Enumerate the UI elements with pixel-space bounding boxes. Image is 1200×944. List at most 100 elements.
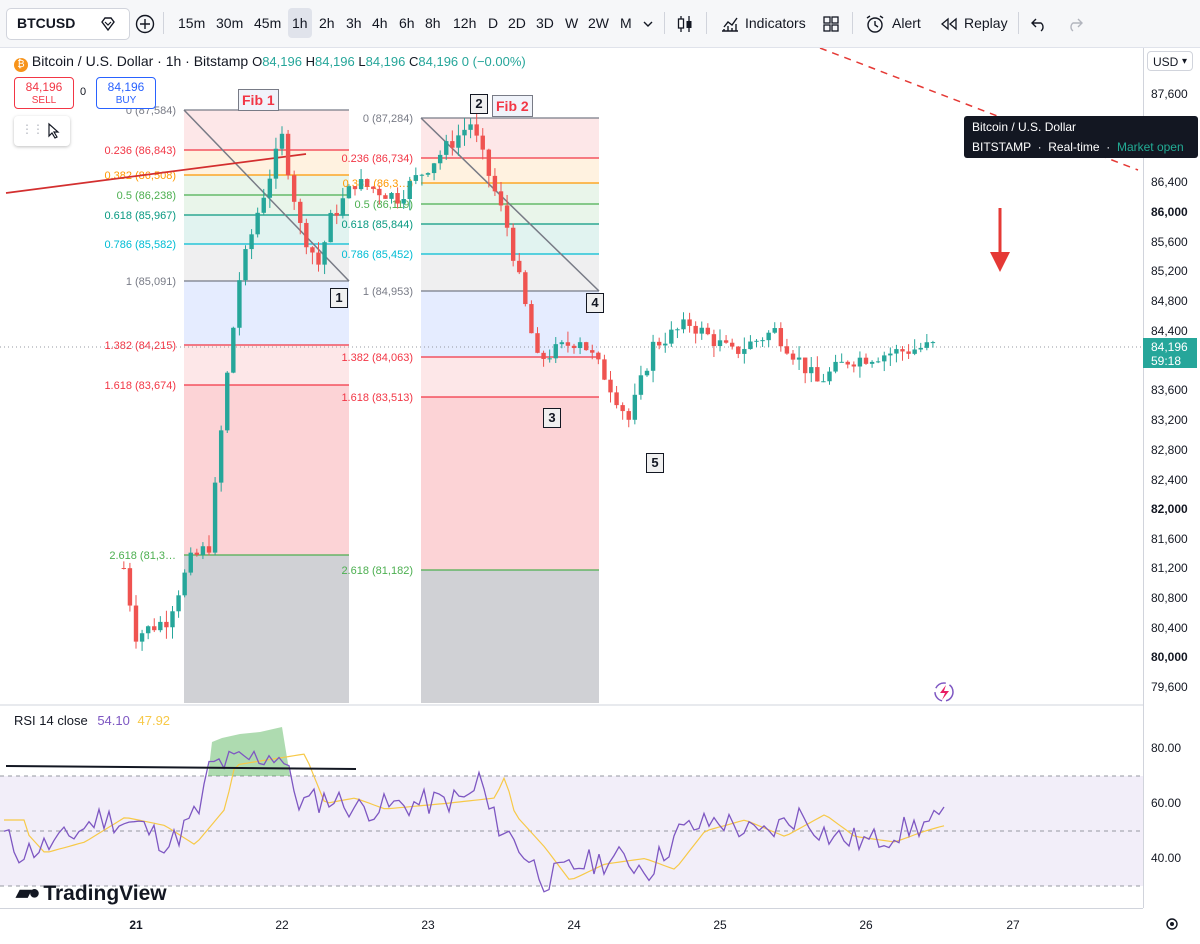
price-tick: 82,000 xyxy=(1151,502,1188,516)
wave-label-3[interactable]: 3 xyxy=(543,408,561,428)
interval-12h[interactable]: 12h xyxy=(453,15,477,31)
fib2-label-1618: 1.618 (83,513) xyxy=(341,392,413,404)
diamond-icon[interactable] xyxy=(99,15,117,33)
rsi-tick: 40.00 xyxy=(1151,851,1181,865)
interval-6h[interactable]: 6h xyxy=(399,15,415,31)
candle-body xyxy=(845,361,850,365)
drag-handle-icon[interactable]: ⋮⋮ xyxy=(21,122,44,136)
chart-type-candles-icon[interactable] xyxy=(676,14,694,34)
price-tick: 79,600 xyxy=(1151,680,1188,694)
candle-body xyxy=(462,129,467,136)
symbol-title[interactable]: Bitcoin / U.S. Dollar · 1h · Bitstamp xyxy=(31,53,249,69)
interval-w[interactable]: W xyxy=(565,15,579,31)
divider xyxy=(163,12,164,34)
rsi-title[interactable]: RSI 14 close xyxy=(14,713,88,728)
candle-body xyxy=(650,341,656,371)
interval-4h[interactable]: 4h xyxy=(372,15,388,31)
alert-button[interactable]: Alert xyxy=(892,15,921,31)
interval-2d[interactable]: 2D xyxy=(508,15,526,31)
candle-body xyxy=(456,135,461,148)
undo-icon[interactable] xyxy=(1030,16,1048,32)
fib2-level-labels: 0 (87,284) 0.236 (86,734) 0.382 (86,3…) … xyxy=(341,113,413,577)
candle-body xyxy=(888,353,893,356)
time-tick: 22 xyxy=(275,918,289,932)
price-tick: 82,800 xyxy=(1151,443,1188,457)
wave-label-5[interactable]: 5 xyxy=(646,453,664,473)
candle-body xyxy=(583,342,589,351)
candle-body xyxy=(298,201,303,223)
candle-body xyxy=(237,280,242,328)
buy-button[interactable]: 84,196 BUY xyxy=(96,77,156,109)
fib-retracement-1[interactable] xyxy=(183,109,350,703)
current-price-label: 84,196 59:18 xyxy=(1143,338,1197,368)
candle-body xyxy=(906,351,911,354)
layouts-grid-icon[interactable] xyxy=(822,15,840,33)
gear-icon[interactable] xyxy=(1166,918,1178,930)
interval-2w[interactable]: 2W xyxy=(588,15,609,31)
indicators-button[interactable]: Indicators xyxy=(745,15,806,31)
candle-body xyxy=(194,552,200,555)
rsi-value: 54.10 xyxy=(97,713,130,728)
price-tick: 80,000 xyxy=(1151,650,1188,664)
candle-body xyxy=(231,327,236,373)
indicators-icon[interactable] xyxy=(720,14,740,34)
time-tick: 27 xyxy=(1006,918,1020,932)
candle-body xyxy=(498,191,504,206)
candle-body xyxy=(851,364,857,367)
chevron-down-icon[interactable] xyxy=(642,19,654,29)
candle-body xyxy=(468,124,473,130)
replay-button[interactable]: Replay xyxy=(964,15,1008,31)
rsi-tick: 60.00 xyxy=(1151,796,1181,810)
currency-selector[interactable]: USD ▾ xyxy=(1147,51,1193,71)
candle-body xyxy=(900,349,905,352)
candle-body xyxy=(377,188,382,196)
candle-body xyxy=(754,340,759,342)
fib2-title[interactable]: Fib 2 xyxy=(492,95,533,117)
price-tick: 83,600 xyxy=(1151,383,1188,397)
rsi-pane[interactable] xyxy=(0,727,1143,893)
replay-icon[interactable] xyxy=(940,17,958,31)
add-symbol-icon[interactable] xyxy=(135,14,155,34)
candle-body xyxy=(291,175,297,202)
price-axis[interactable] xyxy=(1143,48,1200,908)
interval-m[interactable]: M xyxy=(620,15,632,31)
down-arrow-annotation[interactable] xyxy=(990,208,1010,272)
wave-label-4[interactable]: 4 xyxy=(586,293,604,313)
candle-body xyxy=(176,595,181,612)
time-axis[interactable] xyxy=(0,908,1143,944)
symbol-search[interactable]: BTCUSD xyxy=(6,8,130,40)
candle-body xyxy=(894,349,899,354)
tradingview-mark-icon: ▰● xyxy=(16,882,41,904)
interval-45m[interactable]: 45m xyxy=(254,15,282,31)
trendline-dashed-red[interactable] xyxy=(819,48,1139,171)
sell-button[interactable]: 84,196 SELL xyxy=(14,77,74,109)
bitcoin-logo-icon: ₿ xyxy=(14,58,28,72)
tooltip-details: BITSTAMP · Real-time · Market open xyxy=(972,140,1184,154)
time-tick: 26 xyxy=(859,918,873,932)
interval-3d[interactable]: 3D xyxy=(536,15,554,31)
floating-drawing-toolbar[interactable]: ⋮⋮ xyxy=(14,116,70,146)
candle-body xyxy=(602,359,607,380)
interval-15m[interactable]: 15m xyxy=(178,15,206,31)
interval-d[interactable]: D xyxy=(488,15,499,31)
fib-retracement-2[interactable] xyxy=(420,117,600,703)
candle-body xyxy=(310,247,315,253)
interval-8h[interactable]: 8h xyxy=(425,15,441,31)
interval-3h[interactable]: 3h xyxy=(346,15,362,31)
interval-2h[interactable]: 2h xyxy=(319,15,335,31)
cursor-arrow-icon[interactable] xyxy=(46,122,62,140)
alarm-clock-icon[interactable] xyxy=(865,14,885,34)
price-chart[interactable]: 0 (87,584) 0.236 (86,843) 0.382 (86,508)… xyxy=(0,48,1200,943)
wave-label-2[interactable]: 2 xyxy=(470,94,488,114)
lightning-icon[interactable] xyxy=(934,682,954,702)
interval-1h[interactable]: 1h xyxy=(288,8,312,38)
candle-body xyxy=(249,234,254,250)
interval-30m[interactable]: 30m xyxy=(216,15,244,31)
fib1-label-0618: 0.618 (85,967) xyxy=(104,210,176,222)
fib1-title[interactable]: Fib 1 xyxy=(238,89,279,111)
currency-label: USD xyxy=(1153,55,1179,69)
trendline-red[interactable] xyxy=(5,153,307,194)
candle-body xyxy=(748,341,753,350)
redo-icon[interactable] xyxy=(1066,16,1084,32)
wave-label-1[interactable]: 1 xyxy=(330,288,348,308)
